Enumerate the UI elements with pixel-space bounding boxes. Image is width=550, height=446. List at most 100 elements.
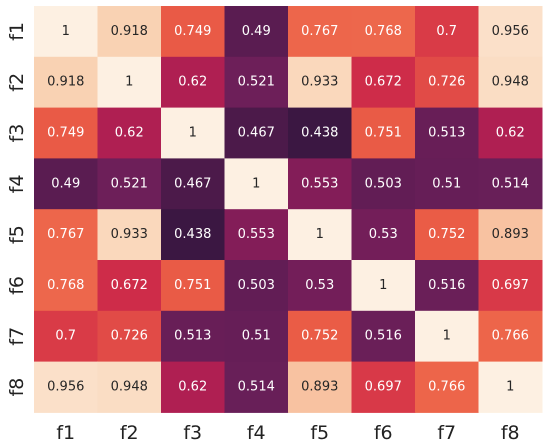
cell-value-label: 0.514: [238, 380, 275, 395]
heatmap-cell-f8-f8: [478, 361, 543, 413]
cell-value-label: 0.726: [428, 75, 465, 90]
cell-value-label: 0.516: [365, 329, 402, 344]
cell-value-label: 1: [316, 227, 324, 242]
heatmap-cell-f1-f3: [161, 6, 225, 58]
y-tick-label: f2: [6, 73, 28, 92]
heatmap-cell-f4-f1: [34, 158, 98, 210]
cell-value-label: 0.749: [47, 126, 84, 141]
cell-value-label: 0.697: [492, 278, 529, 293]
cell-value-label: 1: [506, 380, 514, 395]
heatmap-cell-f6-f8: [478, 260, 543, 312]
cell-value-label: 0.956: [47, 380, 84, 395]
heatmap-cell-f6-f6: [351, 260, 416, 312]
x-tick-label: f1: [56, 422, 75, 444]
heatmap-cell-f6-f1: [34, 260, 98, 312]
heatmap-cell-f3-f1: [34, 107, 98, 159]
cell-value-label: 0.751: [174, 278, 211, 293]
y-tick-label: f6: [6, 276, 28, 295]
cell-value-label: 0.49: [51, 176, 80, 191]
y-tick-label: f7: [6, 327, 28, 346]
heatmap-cell-f6-f5: [288, 260, 352, 312]
heatmap-cell-f8-f7: [415, 361, 479, 413]
heatmap-cell-f1-f8: [478, 6, 543, 58]
heatmap-cell-f8-f3: [161, 361, 225, 413]
cell-value-label: 0.553: [301, 176, 338, 191]
heatmap-cell-f1-f1: [34, 6, 98, 58]
cell-value-label: 0.467: [174, 176, 211, 191]
cell-value-label: 0.768: [365, 24, 402, 39]
cell-value-label: 0.933: [301, 75, 338, 90]
heatmap-cell-f6-f4: [224, 260, 289, 312]
heatmap-cell-f8-f4: [224, 361, 289, 413]
cell-value-label: 0.918: [111, 24, 148, 39]
cell-value-label: 0.521: [238, 75, 275, 90]
y-tick-label: f1: [6, 22, 28, 41]
heatmap-cell-f4-f2: [97, 158, 162, 210]
heatmap-cell-f7-f2: [97, 310, 162, 363]
heatmap-cell-f8-f1: [34, 361, 98, 413]
cell-value-label: 0.7: [55, 329, 76, 344]
cell-value-label: 0.51: [242, 329, 271, 344]
cell-value-label: 0.53: [305, 278, 334, 293]
cell-value-label: 0.62: [496, 126, 525, 141]
heatmap-cell-f5-f3: [161, 209, 225, 261]
x-tick-label: f6: [374, 422, 393, 444]
heatmap-cell-f5-f6: [351, 209, 416, 261]
cell-value-label: 0.766: [492, 329, 529, 344]
y-axis-tick-labels: f1 f2 f3 f4 f5 f6 f7 f8: [6, 22, 28, 396]
cell-value-label: 0.767: [301, 24, 338, 39]
cell-value-label: 0.49: [242, 24, 271, 39]
heatmap-cell-f2-f3: [161, 56, 225, 109]
heatmap-cell-f3-f8: [478, 107, 543, 159]
heatmap-cell-f8-f2: [97, 361, 162, 413]
cell-value-label: 1: [62, 24, 70, 39]
cell-value-label: 0.467: [238, 126, 275, 141]
x-axis-tick-labels: f1 f2 f3 f4 f5 f6 f7 f8: [56, 422, 519, 444]
x-tick-label: f7: [437, 422, 456, 444]
cell-value-label: 0.893: [492, 227, 529, 242]
heatmap-cell-f6-f2: [97, 260, 162, 312]
cell-value-label: 1: [189, 126, 197, 141]
cell-value-label: 0.672: [365, 75, 402, 90]
heatmap-cell-f5-f7: [415, 209, 479, 261]
cell-value-label: 0.766: [428, 380, 465, 395]
cell-value-label: 0.768: [47, 278, 84, 293]
heatmap-cell-f1-f4: [224, 6, 289, 58]
heatmap-cell-f3-f2: [97, 107, 162, 159]
cell-value-label: 0.438: [174, 227, 211, 242]
cell-value-label: 0.521: [111, 176, 148, 191]
cell-value-label: 0.948: [492, 75, 529, 90]
cell-value-label: 0.893: [301, 380, 338, 395]
y-tick-label: f4: [6, 174, 28, 193]
cell-value-label: 0.948: [111, 380, 148, 395]
heatmap-cell-f7-f6: [351, 310, 416, 363]
y-tick-label: f5: [6, 225, 28, 244]
heatmap-cell-f6-f7: [415, 260, 479, 312]
heatmap-cell-f1-f5: [288, 6, 352, 58]
heatmap-cell-f4-f8: [478, 158, 543, 210]
cell-value-label: 0.726: [111, 329, 148, 344]
heatmap-cell-f7-f4: [224, 310, 289, 363]
heatmap-cell-f5-f5: [288, 209, 352, 261]
cell-value-label: 0.51: [432, 176, 461, 191]
cell-value-label: 0.438: [301, 126, 338, 141]
cell-value-label: 0.956: [492, 24, 529, 39]
heatmap-cell-f3-f5: [288, 107, 352, 159]
cell-value-label: 0.503: [365, 176, 402, 191]
heatmap-cell-f7-f7: [415, 310, 479, 363]
cell-value-label: 0.514: [492, 176, 529, 191]
heatmap-cell-f7-f1: [34, 310, 98, 363]
heatmap-cell-f4-f7: [415, 158, 479, 210]
heatmap-cell-f8-f6: [351, 361, 416, 413]
cell-value-label: 0.933: [111, 227, 148, 242]
heatmap-cell-f8-f5: [288, 361, 352, 413]
heatmap-cell-f2-f8: [478, 56, 543, 109]
x-tick-label: f5: [310, 422, 329, 444]
heatmap-cell-f1-f6: [351, 6, 416, 58]
cell-value-label: 0.53: [369, 227, 398, 242]
heatmap-cell-f6-f3: [161, 260, 225, 312]
cell-value-label: 1: [379, 278, 387, 293]
cell-value-label: 1: [443, 329, 451, 344]
heatmap-cell-f7-f3: [161, 310, 225, 363]
